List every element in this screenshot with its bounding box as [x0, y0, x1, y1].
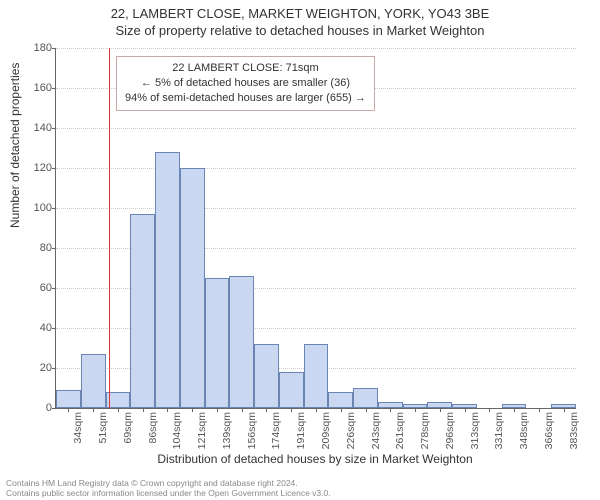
annotation-line: 22 LAMBERT CLOSE: 71sqm: [125, 61, 366, 76]
x-tick-label: 278sqm: [419, 412, 431, 449]
x-tick-label: 209sqm: [320, 412, 332, 449]
y-tick-mark: [52, 288, 56, 289]
x-tick-label: 366sqm: [543, 412, 555, 449]
y-tick-mark: [52, 48, 56, 49]
footer-attribution: Contains HM Land Registry data © Crown c…: [6, 478, 594, 498]
histogram-bar: [229, 276, 254, 408]
histogram-bar: [279, 372, 304, 408]
page-title: 22, LAMBERT CLOSE, MARKET WEIGHTON, YORK…: [0, 0, 600, 21]
histogram-bar: [56, 390, 81, 408]
x-tick-label: 191sqm: [295, 412, 307, 449]
y-tick-label: 140: [26, 122, 52, 134]
x-axis-label: Distribution of detached houses by size …: [55, 452, 575, 466]
x-tick-mark: [440, 408, 441, 412]
x-tick-label: 331sqm: [493, 412, 505, 449]
y-tick-label: 160: [26, 82, 52, 94]
footer-line-1: Contains HM Land Registry data © Crown c…: [6, 478, 594, 488]
annotation-line: 94% of semi-detached houses are larger (…: [125, 91, 366, 106]
x-tick-label: 296sqm: [444, 412, 456, 449]
x-tick-label: 34sqm: [72, 412, 84, 444]
y-tick-label: 80: [26, 242, 52, 254]
x-tick-label: 139sqm: [221, 412, 233, 449]
y-tick-mark: [52, 328, 56, 329]
x-tick-mark: [217, 408, 218, 412]
histogram-bar: [328, 392, 353, 408]
x-tick-label: 69sqm: [122, 412, 134, 444]
x-tick-mark: [341, 408, 342, 412]
x-tick-label: 104sqm: [171, 412, 183, 449]
x-tick-mark: [489, 408, 490, 412]
x-tick-mark: [167, 408, 168, 412]
histogram-bar: [304, 344, 329, 408]
x-tick-mark: [68, 408, 69, 412]
x-tick-mark: [291, 408, 292, 412]
histogram-bar: [130, 214, 155, 408]
y-tick-label: 0: [26, 402, 52, 414]
x-tick-mark: [93, 408, 94, 412]
x-tick-mark: [316, 408, 317, 412]
y-tick-mark: [52, 408, 56, 409]
histogram-chart: 02040608010012014016018034sqm51sqm69sqm8…: [55, 48, 575, 408]
footer-line-2: Contains public sector information licen…: [6, 488, 594, 498]
x-tick-mark: [465, 408, 466, 412]
y-tick-mark: [52, 88, 56, 89]
x-tick-label: 121sqm: [196, 412, 208, 449]
gridline: [56, 168, 576, 169]
x-tick-mark: [514, 408, 515, 412]
y-tick-label: 60: [26, 282, 52, 294]
gridline: [56, 208, 576, 209]
highlight-line: [109, 48, 110, 408]
x-tick-mark: [539, 408, 540, 412]
y-tick-mark: [52, 168, 56, 169]
x-tick-label: 348sqm: [518, 412, 530, 449]
y-tick-label: 180: [26, 42, 52, 54]
page-subtitle: Size of property relative to detached ho…: [0, 21, 600, 38]
histogram-bar: [180, 168, 205, 408]
x-tick-mark: [366, 408, 367, 412]
x-tick-mark: [242, 408, 243, 412]
x-tick-mark: [118, 408, 119, 412]
x-tick-label: 86sqm: [147, 412, 159, 444]
y-axis-label: Number of detached properties: [8, 63, 22, 228]
annotation-line: ← 5% of detached houses are smaller (36): [125, 76, 366, 91]
histogram-bar: [353, 388, 378, 408]
x-tick-mark: [266, 408, 267, 412]
histogram-bar: [155, 152, 180, 408]
x-tick-label: 383sqm: [568, 412, 580, 449]
x-tick-mark: [143, 408, 144, 412]
x-tick-label: 261sqm: [394, 412, 406, 449]
histogram-bar: [81, 354, 106, 408]
histogram-bar: [254, 344, 279, 408]
x-tick-label: 313sqm: [469, 412, 481, 449]
x-tick-mark: [390, 408, 391, 412]
y-tick-mark: [52, 128, 56, 129]
y-tick-label: 40: [26, 322, 52, 334]
x-tick-label: 156sqm: [246, 412, 258, 449]
y-tick-label: 20: [26, 362, 52, 374]
x-tick-mark: [564, 408, 565, 412]
gridline: [56, 48, 576, 49]
x-tick-mark: [415, 408, 416, 412]
x-tick-label: 243sqm: [370, 412, 382, 449]
y-tick-mark: [52, 368, 56, 369]
y-tick-label: 100: [26, 202, 52, 214]
histogram-bar: [205, 278, 230, 408]
x-tick-mark: [192, 408, 193, 412]
annotation-box: 22 LAMBERT CLOSE: 71sqm← 5% of detached …: [116, 56, 375, 111]
x-tick-label: 51sqm: [97, 412, 109, 444]
y-tick-label: 120: [26, 162, 52, 174]
y-tick-mark: [52, 208, 56, 209]
x-tick-label: 174sqm: [270, 412, 282, 449]
x-tick-label: 226sqm: [345, 412, 357, 449]
y-tick-mark: [52, 248, 56, 249]
gridline: [56, 128, 576, 129]
